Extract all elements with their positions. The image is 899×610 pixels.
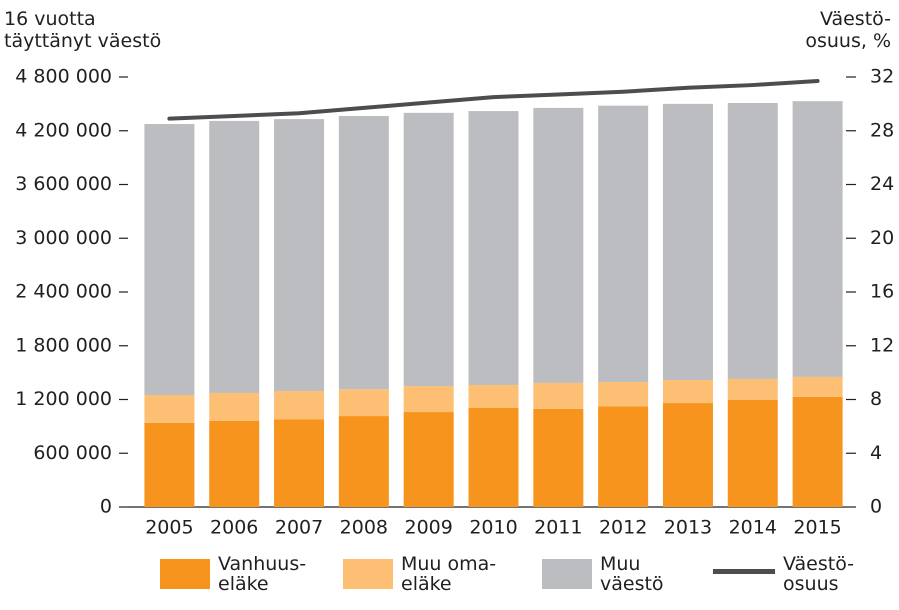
legend-label: Vanhuus- eläke [218,553,307,595]
y-tick-label: 4 800 000 [15,66,112,88]
y2-tick-label: 4 [870,442,882,464]
x-tick-label: 2015 [793,517,841,539]
bar [727,378,778,400]
legend-item: Muu oma- eläke [343,554,496,594]
bar [144,395,195,423]
legend-item: Vanhuus- eläke [160,554,306,594]
bar [144,422,195,507]
bar [209,392,260,421]
y2-tick-label: 0 [870,496,882,518]
y-tick-label: 600 000 [33,442,112,464]
legend-swatch [160,559,210,589]
x-tick-label: 2011 [534,517,582,539]
y2-tick-label: 16 [870,281,894,303]
bar [338,389,389,417]
bar [662,403,713,507]
bar [274,119,325,391]
bar [144,124,195,396]
bar [727,102,778,379]
y-tick-label: 1 200 000 [15,388,112,410]
bar [338,115,389,390]
y-tick-label: 1 800 000 [15,334,112,356]
bar [727,399,778,507]
legend: Vanhuus- eläke Muu oma- eläke Muu väestö Vä… [160,554,899,610]
bar [792,376,843,397]
y-tick-label: 0 [100,496,112,518]
legend-label: Muu oma- eläke [401,553,497,595]
legend-label: Muu väestö [600,553,664,595]
bar [468,111,519,385]
legend-label: Väestö- osuus [783,553,855,595]
bar [274,419,325,507]
line [167,79,820,121]
x-tick-label: 2008 [340,517,388,539]
bar [468,408,519,507]
x-tick-label: 2010 [469,517,517,539]
bar [338,416,389,507]
x-tick-label: 2014 [729,517,777,539]
y-tick-label: 2 400 000 [15,281,112,303]
legend-swatch [713,568,775,574]
x-tick-label: 2012 [599,517,647,539]
bar [533,382,584,409]
bar [533,107,584,383]
y2-tick-label: 32 [870,66,894,88]
bar [468,384,519,409]
y2-tick-label: 20 [870,227,894,249]
y2-tick-label: 24 [870,173,894,195]
x-tick-label: 2013 [664,517,712,539]
bar [598,105,649,383]
legend-swatch [542,559,592,589]
bar [209,421,260,507]
y2-tick-label: 28 [870,119,894,141]
y-tick-label: 3 600 000 [15,173,112,195]
y2-tick-label: 12 [870,334,894,356]
bar [792,101,843,377]
bar [533,408,584,507]
bar [598,382,649,407]
chart: 0 600 000 1 200 000 1 800 000 2 400 000 3 000… [15,66,894,539]
bar [792,396,843,507]
y-tick-label: 4 200 000 [15,119,112,141]
bar [209,120,260,393]
bar [274,390,325,420]
legend-swatch [343,559,393,589]
y-axis-title: 16 vuotta täyttänyt väestö [4,8,162,52]
legend-item: Väestö- osuus [713,554,854,594]
legend-item: Muu väestö [542,554,664,594]
bar [662,103,713,380]
bar [403,412,454,507]
y2-tick-label: 8 [870,388,882,410]
bar [598,406,649,507]
y2-axis-title: Väestö- osuus, % [805,8,891,52]
x-tick-label: 2005 [145,517,193,539]
bar [662,379,713,404]
x-tick-label: 2006 [210,517,258,539]
bar [403,386,454,413]
bar [403,112,454,387]
x-tick-label: 2007 [275,517,323,539]
x-tick-label: 2009 [405,517,453,539]
y-tick-label: 3 000 000 [15,227,112,249]
